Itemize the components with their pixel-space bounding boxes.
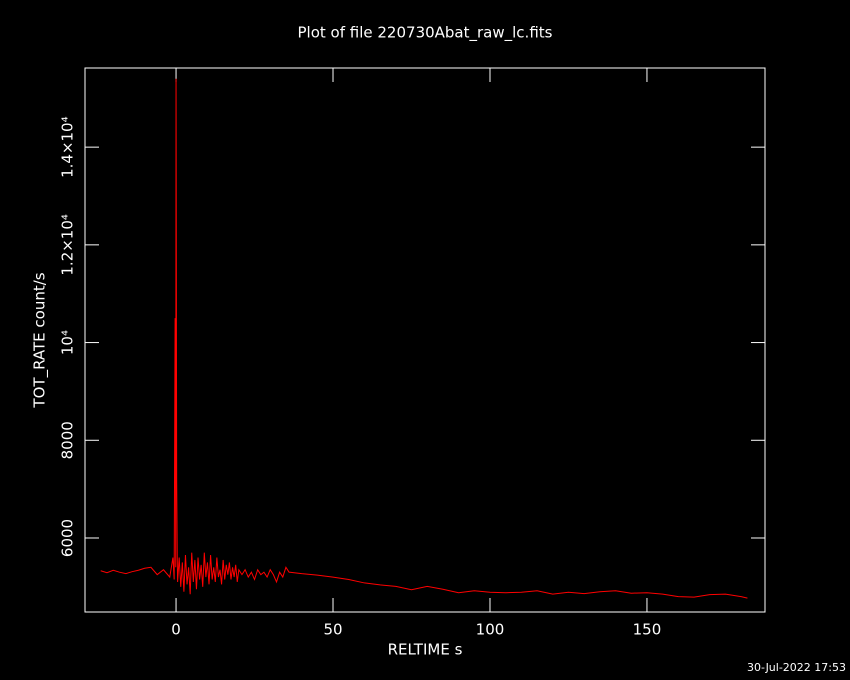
x-axis-label: RELTIME s [388, 641, 463, 659]
y-tick-label: 1.2×10⁴ [59, 214, 77, 276]
x-tick-label: 100 [476, 621, 505, 639]
x-tick-label: 50 [323, 621, 342, 639]
y-tick-label: 1.4×10⁴ [59, 116, 77, 178]
plot-frame [84, 67, 766, 613]
y-tick-label: 8000 [59, 421, 77, 459]
y-axis-label: TOT_RATE count/s [31, 272, 50, 408]
chart-title: Plot of file 220730Abat_raw_lc.fits [298, 24, 553, 43]
y-tick-label: 6000 [59, 519, 77, 557]
timestamp: 30-Jul-2022 17:53 [747, 661, 846, 674]
light-curve [100, 78, 748, 599]
y-tick-label: 10⁴ [59, 330, 77, 355]
x-tick-label: 0 [171, 621, 181, 639]
x-tick-label: 150 [633, 621, 662, 639]
